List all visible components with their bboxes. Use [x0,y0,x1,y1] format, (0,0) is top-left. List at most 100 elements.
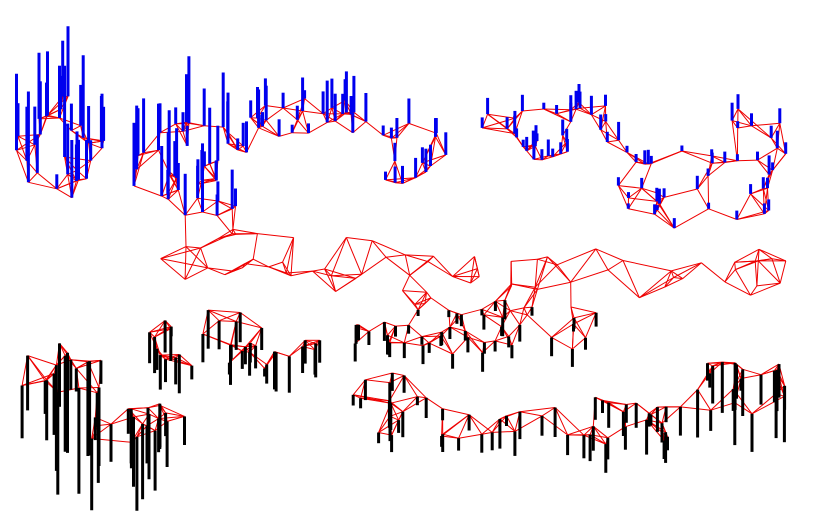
graph-edge [742,368,762,376]
graph-edge [160,246,187,260]
graph-edge [573,312,597,319]
graph-edge [404,254,411,276]
graph-edge [352,379,366,396]
graph-edge [219,320,237,322]
graph-edge [519,307,525,325]
graph-edge [707,162,726,177]
graph-edge [282,98,305,109]
graph-edge [556,113,572,123]
graph-edge [265,107,284,121]
graph-edge [268,261,283,268]
graph-edge [208,309,241,313]
graph-edge [771,258,781,284]
graph-edge [334,112,347,122]
graph-edge [435,132,447,156]
graph-edge [452,276,471,284]
graph-edge [185,211,203,216]
graph-edge [136,149,159,170]
graph-edge [265,105,284,109]
graph-edge [464,330,483,353]
graph-edge [90,147,103,161]
graph-edge [641,163,652,189]
graph-edge [734,248,760,263]
graph-edge [592,425,609,439]
graph-edge [481,308,503,318]
graph-edge [278,132,293,137]
graph-edge [600,129,619,141]
graph-edge [673,262,702,278]
graph-edge [426,291,432,299]
graph-edge [487,113,515,119]
graph-edge [570,306,597,314]
graph-edge [468,414,483,435]
graph-edge [312,270,336,292]
graph-edge [56,179,79,190]
graph-edge [731,120,738,161]
graph-edge [159,130,184,134]
graph-edge [147,404,161,409]
graph-edge [184,247,202,280]
graph-edge [252,233,258,260]
graph-edge [385,256,411,276]
graph-edge [200,233,233,249]
graph-edge [758,248,786,262]
graph-edge [282,107,298,121]
graph-edge [396,123,410,139]
graph-edge [583,425,594,436]
graph-edge [232,229,237,235]
graph-edge [232,228,258,235]
graph-edge [265,119,280,137]
graph-edge [758,248,773,260]
graph-edge [304,98,324,115]
upper-node-spikes [15,26,788,229]
graph-edge [232,258,254,272]
graph-edge [143,149,159,154]
graph-edge [768,153,787,175]
graph-edge [202,200,219,213]
graph-edge [218,312,241,322]
graph-edge [197,197,218,202]
graph-edge [617,185,629,209]
graph-edge [551,323,574,338]
graph-edge [430,154,447,167]
graph-edge [133,185,162,197]
graph-edge [680,406,711,411]
graph-edge [324,237,347,270]
graph-edge [334,120,354,134]
graph-edge [482,127,508,130]
graph-edge [458,414,470,439]
graph-edge [427,261,453,277]
graph-edge [554,407,585,436]
graph-edge [178,354,193,366]
graph-edge [708,208,737,220]
graph-edge [751,393,777,415]
graph-edge [648,150,683,165]
graph-edge [38,117,60,120]
graph-edge [405,254,429,263]
graph-edge [249,351,267,365]
graph-edge [575,108,592,116]
graph-edge [481,431,493,435]
graph-edge [308,121,328,134]
graph-edge [149,320,166,333]
graph-edge [167,198,186,216]
graph-edge [207,309,220,322]
graph-edge [218,228,234,239]
graph-edge [330,237,347,276]
graph-edge [639,270,672,299]
graph-edge [388,375,405,402]
graph-edge [635,402,652,415]
graph-edge [470,276,480,284]
graph-edge [573,317,586,338]
graph-edge [541,407,556,417]
graph-edge [204,125,224,128]
graph-edge [570,269,609,283]
graph-edge [184,197,199,216]
graph-edge [737,159,758,162]
graph-edge [626,152,637,163]
graph-edge [551,317,575,338]
graph-edge [751,122,780,127]
graph-edge [452,268,478,277]
graph-edge [547,256,572,283]
graph-edge [296,119,309,134]
